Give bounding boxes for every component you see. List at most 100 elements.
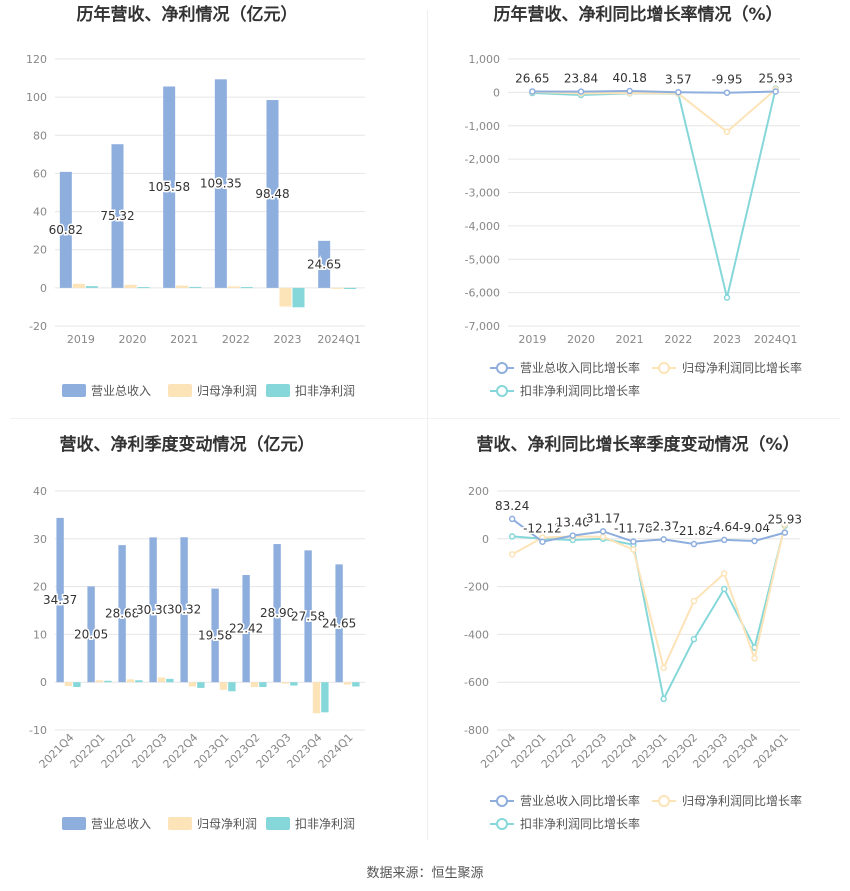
y-tick-label: -600 — [464, 676, 489, 689]
bar-1 — [312, 682, 321, 714]
bar-1 — [219, 682, 228, 690]
annual-growth-chart: 历年营收、净利同比增长率情况（%） -7,000 -6,000 -5,000 -4,00… — [465, 4, 802, 398]
y-tick-label: -7,000 — [465, 320, 500, 333]
bar-2 — [166, 678, 174, 683]
bar-1 — [250, 682, 259, 687]
point-1 — [660, 664, 667, 672]
point-0 — [723, 89, 731, 96]
x-tick-label: 2020 — [119, 333, 147, 346]
bar-2 — [321, 682, 329, 713]
data-label: 28.68 — [105, 607, 139, 621]
chart-title: 营收、净利同比增长率季度变动情况（%） — [476, 434, 799, 455]
x-tick-label: 2021 — [616, 333, 644, 346]
x-tick-label: 2019 — [518, 333, 546, 346]
bar-0 — [118, 545, 126, 683]
point-0 — [630, 538, 637, 545]
legend: 营业总收入 归母净利润 扣非净利润 — [62, 384, 355, 398]
y-tick-label: 10 — [33, 628, 47, 641]
point-0 — [577, 88, 585, 95]
y-tick-label: 0 — [40, 676, 47, 689]
bar-2 — [344, 287, 357, 290]
panel-divider-vertical — [427, 10, 428, 840]
bar-1 — [343, 682, 352, 685]
point-0 — [781, 529, 789, 536]
legend-swatch — [168, 817, 192, 830]
legend-swatch — [266, 817, 290, 830]
point-0 — [772, 88, 779, 95]
bar-0 — [304, 550, 312, 683]
data-label: -9.95 — [711, 73, 742, 87]
y-tick-label: -1,000 — [465, 120, 500, 133]
bar-0 — [211, 588, 219, 683]
legend-swatch-dot — [658, 795, 670, 807]
legend-swatch-dot — [496, 385, 508, 397]
y-tick-label: -6,000 — [465, 287, 500, 300]
point-2 — [721, 585, 728, 593]
bar-0 — [214, 79, 227, 288]
data-label: 105.58 — [148, 180, 190, 194]
legend-swatch-dot — [496, 362, 508, 374]
y-tick-label: -5,000 — [465, 253, 500, 266]
chart-title: 历年营收、净利同比增长率情况（%） — [493, 4, 782, 25]
data-label: 22.42 — [229, 622, 263, 636]
legend-label: 归母净利润 — [197, 384, 257, 398]
y-tick-label: -10 — [29, 724, 47, 737]
chart-title: 历年营收、净利情况（亿元） — [77, 4, 298, 25]
bar-2 — [292, 287, 305, 308]
bar-0 — [266, 100, 279, 288]
point-0 — [599, 528, 607, 535]
x-tick-label: 2023 — [274, 333, 302, 346]
bar-2 — [137, 287, 150, 289]
x-tick-label: 2019 — [67, 333, 95, 346]
y-tick-label: -4,000 — [465, 220, 500, 233]
data-label: 24.65 — [307, 257, 341, 271]
point-0 — [529, 88, 536, 95]
x-tick-label: 2022 — [222, 333, 250, 346]
data-label: -9.04 — [739, 521, 770, 535]
bar-2 — [240, 287, 253, 289]
legend: 营业总收入 归母净利润 扣非净利润 — [62, 817, 355, 831]
data-label: -2.37 — [648, 519, 679, 533]
bar-1 — [279, 287, 292, 307]
data-label: 60.82 — [49, 223, 83, 237]
point-0 — [751, 537, 758, 545]
bar-1 — [157, 677, 166, 683]
y-tick-label: -800 — [464, 724, 489, 737]
bar-0 — [59, 171, 72, 288]
annual-bars-chart: 历年营收、净利情况（亿元） -20 0 20 40 60 80 100 120 2019 2020 2… — [26, 4, 365, 398]
bar-0 — [149, 537, 157, 683]
y-tick-label: 60 — [33, 167, 47, 180]
legend-label: 归母净利润同比增长率 — [682, 360, 802, 375]
data-label: 25.93 — [768, 513, 802, 527]
point-1 — [690, 597, 698, 605]
panel-divider-horizontal — [10, 418, 840, 419]
bar-1 — [64, 682, 73, 687]
bar-2 — [189, 286, 202, 288]
data-label: 75.32 — [100, 209, 134, 223]
bar-0 — [56, 517, 64, 683]
legend-label: 扣非净利润 — [295, 817, 355, 831]
y-tick-label: 20 — [33, 244, 47, 257]
y-tick-label: -400 — [464, 628, 489, 641]
y-tick-label: -20 — [29, 320, 47, 333]
bar-0 — [273, 544, 281, 683]
data-label: 23.84 — [564, 72, 598, 86]
bar-1 — [281, 682, 290, 684]
bar-2 — [85, 286, 98, 288]
data-label: 3.57 — [665, 72, 692, 86]
y-tick-label: 40 — [33, 485, 47, 498]
x-tick-label: 2021 — [170, 333, 198, 346]
data-label: 98.48 — [255, 187, 289, 201]
data-label: 34.37 — [43, 593, 77, 607]
data-label: 26.65 — [515, 71, 549, 85]
point-1 — [630, 546, 637, 553]
bar-0 — [111, 144, 124, 288]
point-0 — [626, 87, 633, 95]
bar-1 — [227, 286, 240, 288]
chart-title: 营收、净利季度变动情况（亿元） — [60, 434, 315, 455]
point-0 — [721, 536, 728, 544]
bar-2 — [73, 682, 81, 687]
bar-0 — [242, 575, 250, 683]
bar-0 — [163, 86, 176, 288]
